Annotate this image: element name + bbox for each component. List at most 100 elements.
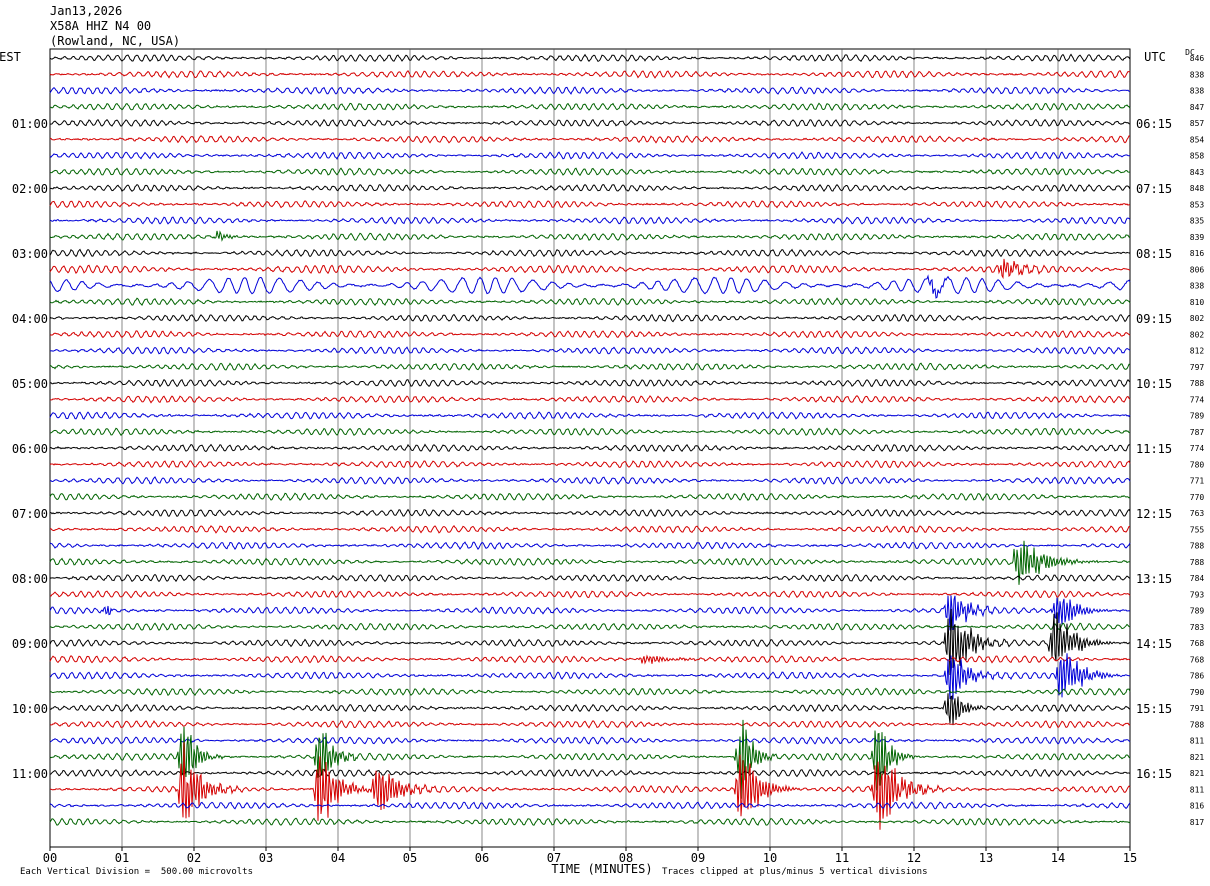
dc-value: 774 [1190, 395, 1205, 404]
x-tick-label: 11 [835, 851, 849, 865]
dc-value: 788 [1190, 720, 1205, 729]
dc-value: 811 [1190, 785, 1205, 794]
dc-value: 835 [1190, 217, 1205, 226]
dc-value: 797 [1190, 363, 1205, 372]
dc-value: 839 [1190, 233, 1205, 242]
x-tick-label: 12 [907, 851, 921, 865]
dc-value: 817 [1190, 818, 1205, 827]
trace-row [49, 573, 1131, 583]
dc-value: 786 [1190, 672, 1205, 681]
trace-row [49, 313, 1131, 323]
dc-value: 755 [1190, 525, 1205, 534]
dc-value: 854 [1190, 135, 1205, 144]
left-hour-label: 10:00 [12, 702, 48, 716]
left-hour-label: 04:00 [12, 312, 48, 326]
trace-row [50, 346, 1131, 355]
division-note: Each Vertical Division = 500.00 microvol… [20, 867, 253, 877]
dc-title: DC [1185, 48, 1195, 57]
trace-row [49, 362, 1131, 371]
trace-row [49, 492, 1131, 502]
dc-value: 802 [1190, 330, 1205, 339]
left-hour-label: 02:00 [12, 182, 48, 196]
right-hour-label: 11:15 [1136, 442, 1172, 456]
dc-value: 821 [1190, 769, 1205, 778]
x-axis-label: TIME (MINUTES) [551, 862, 652, 876]
right-hour-label: 08:15 [1136, 247, 1172, 261]
x-tick-label: 08 [619, 851, 633, 865]
trace-row [49, 719, 1131, 799]
trace-row [50, 525, 1131, 534]
trace-row [50, 118, 1131, 128]
trace-row [49, 248, 1131, 258]
trace-row [49, 274, 1131, 299]
trace-row [49, 378, 1131, 388]
trace-row [49, 654, 1131, 665]
trace-row [49, 476, 1131, 485]
dc-value: 816 [1190, 249, 1205, 258]
x-tick-label: 10 [763, 851, 777, 865]
dc-value: 846 [1190, 54, 1205, 63]
right-hour-label: 10:15 [1136, 377, 1172, 391]
trace-row [49, 736, 1131, 745]
x-tick-label: 14 [1051, 851, 1065, 865]
trace-row [49, 742, 1131, 830]
location-label: (Rowland, NC, USA) [50, 34, 181, 48]
trace-row [49, 134, 1131, 144]
right-hour-label: 06:15 [1136, 117, 1172, 131]
dc-value: 780 [1190, 460, 1205, 469]
dc-value: 788 [1190, 542, 1205, 551]
station-label: X58A HHZ N4 00 [50, 19, 152, 33]
dc-value: 783 [1190, 623, 1205, 632]
x-tick-label: 05 [403, 851, 417, 865]
trace-row [49, 200, 1131, 209]
right-hour-label: 13:15 [1136, 572, 1172, 586]
trace-row [49, 608, 1131, 676]
date-label: Jan13,2026 [50, 4, 123, 18]
dc-value: 838 [1190, 87, 1205, 96]
clip-note: Traces clipped at plus/minus 5 vertical … [662, 867, 928, 877]
dc-value: 788 [1190, 558, 1205, 567]
right-hour-label: 07:15 [1136, 182, 1172, 196]
right-hour-label: 16:15 [1136, 767, 1172, 781]
left-hour-label: 01:00 [12, 117, 48, 131]
trace-row [49, 595, 1131, 631]
dc-value: 857 [1190, 119, 1205, 128]
trace-row [49, 167, 1131, 177]
dc-value: 784 [1190, 574, 1205, 583]
dc-value: 810 [1190, 298, 1205, 307]
right-axis-title: UTC [1144, 50, 1166, 64]
dc-value: 811 [1190, 737, 1205, 746]
trace-row [49, 443, 1131, 453]
right-hour-label: 09:15 [1136, 312, 1172, 326]
dc-value: 806 [1190, 265, 1205, 274]
dc-value: 816 [1190, 802, 1205, 811]
dc-value: 838 [1190, 282, 1205, 291]
trace-row [49, 86, 1130, 95]
trace-row [49, 720, 1131, 729]
dc-value: 789 [1190, 412, 1205, 421]
dc-value: 853 [1190, 200, 1205, 209]
x-tick-label: 02 [187, 851, 201, 865]
dc-value: 858 [1190, 152, 1205, 161]
dc-value: 774 [1190, 444, 1205, 453]
dc-value: 791 [1190, 704, 1205, 713]
dc-value: 838 [1190, 70, 1205, 79]
trace-row [49, 693, 1131, 726]
dc-value: 789 [1190, 607, 1205, 616]
trace-row [49, 216, 1131, 225]
x-tick-label: 07 [547, 851, 561, 865]
trace-row [49, 801, 1131, 810]
right-hour-label: 15:15 [1136, 702, 1172, 716]
trace-row [49, 230, 1131, 242]
dc-value: 763 [1190, 509, 1205, 518]
trace-row [49, 590, 1131, 599]
trace-row [49, 540, 1131, 585]
trace-row [49, 817, 1131, 826]
dc-value: 812 [1190, 347, 1205, 356]
trace-row [49, 427, 1131, 437]
dc-value: 770 [1190, 493, 1205, 502]
left-hour-label: 11:00 [12, 767, 48, 781]
trace-row [49, 541, 1131, 551]
dc-value: 787 [1190, 428, 1205, 437]
right-hour-label: 14:15 [1136, 637, 1172, 651]
